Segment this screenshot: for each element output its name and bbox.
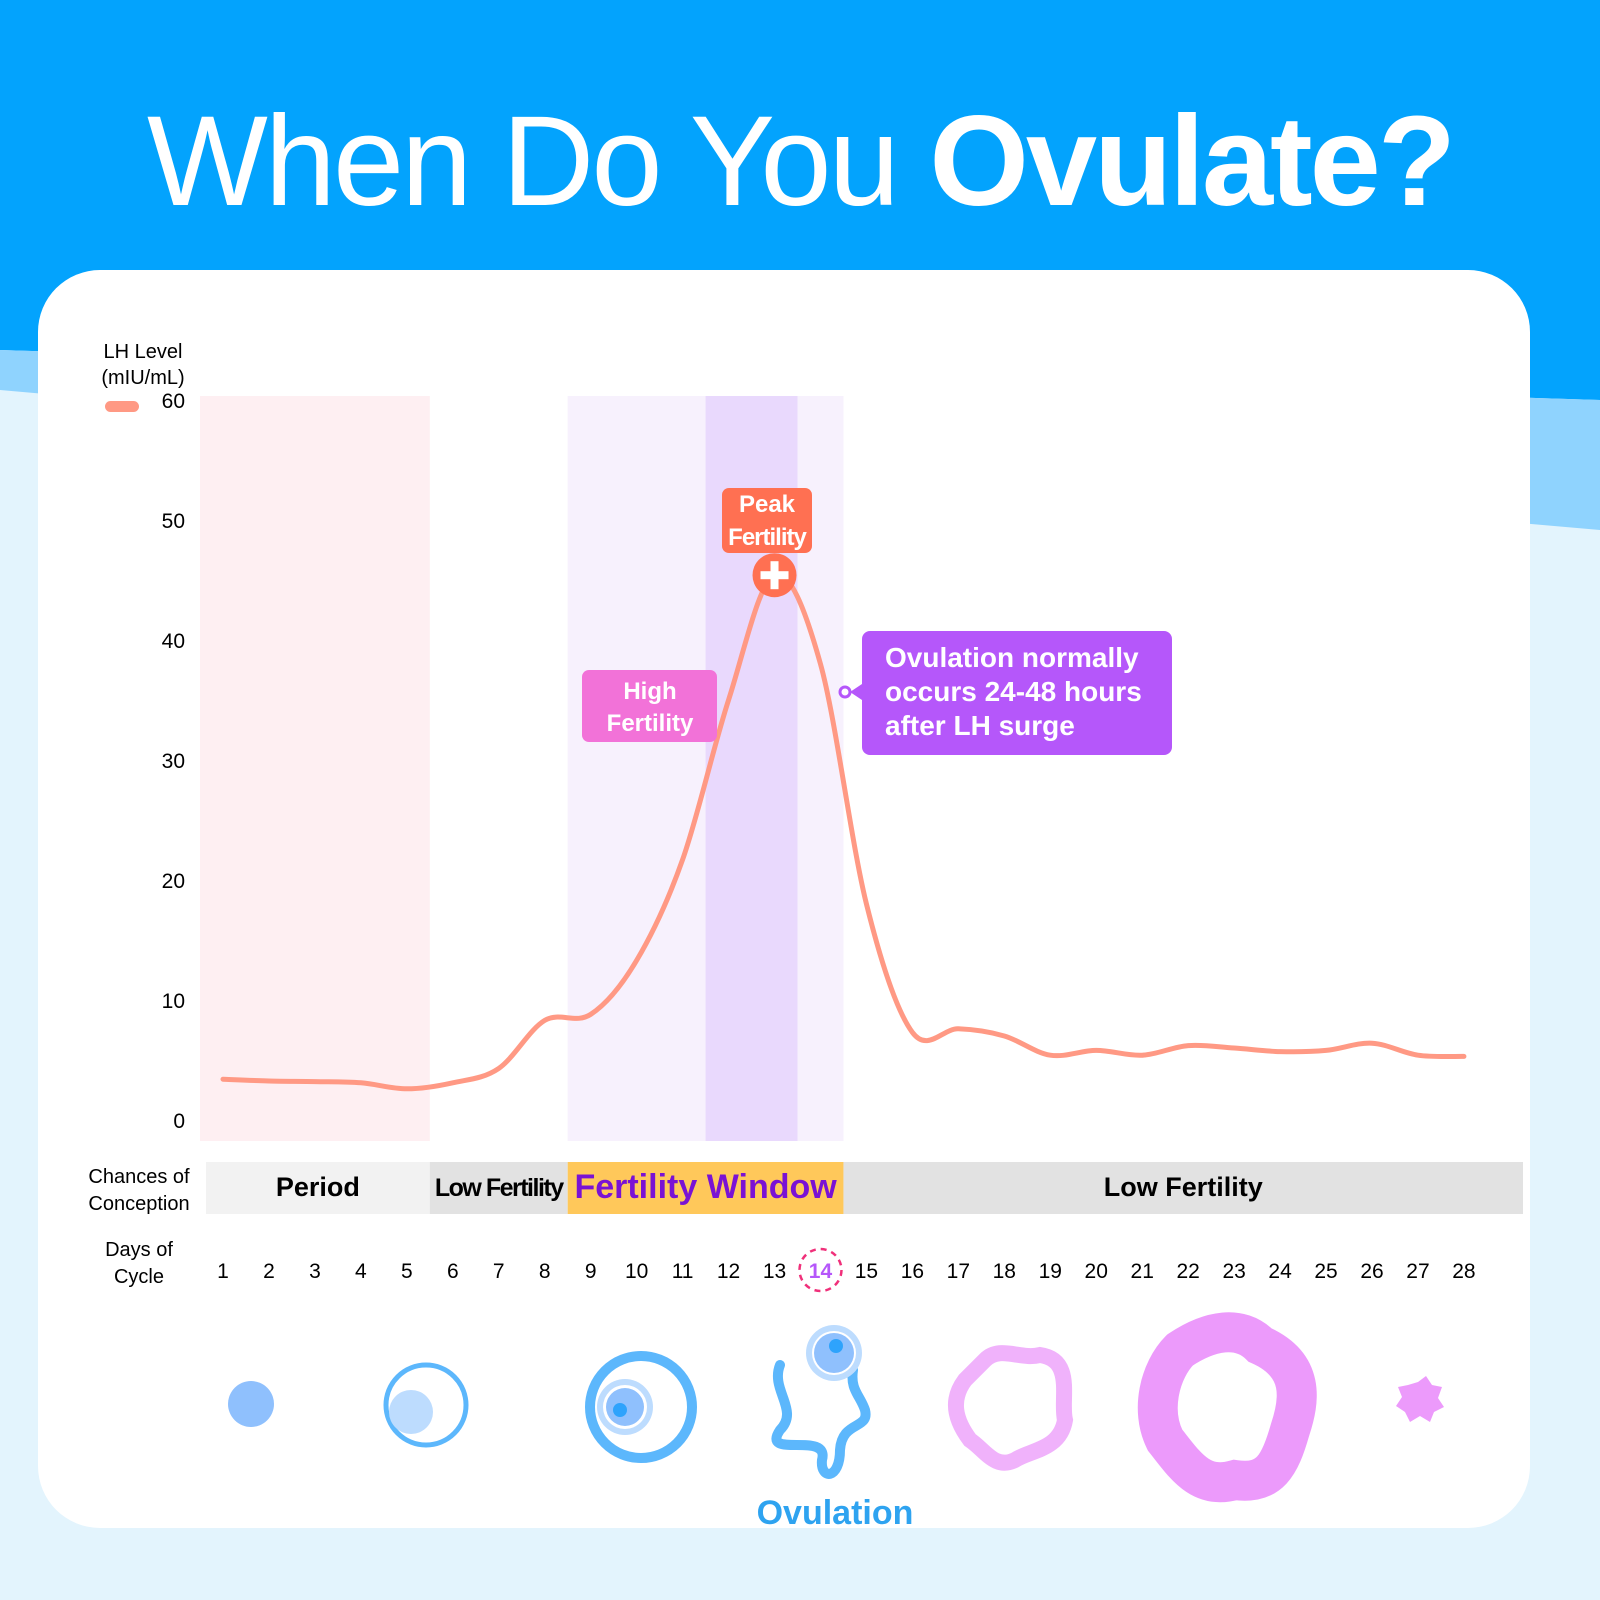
ovulation-note-callout: Ovulation normally occurs 24-48 hours af… bbox=[838, 631, 1172, 755]
x-tick-label: 27 bbox=[1406, 1260, 1429, 1283]
conception-label-1: Chances of bbox=[88, 1166, 190, 1188]
y-axis-label-1: LH Level bbox=[104, 341, 183, 363]
high-fertility-label: High Fertility bbox=[582, 670, 717, 742]
x-tick-label: 5 bbox=[401, 1260, 413, 1283]
y-tick-label: 30 bbox=[162, 750, 185, 773]
x-tick-label: 1 bbox=[217, 1260, 229, 1283]
phase-bar-2 bbox=[567, 1162, 844, 1214]
follicle-stages bbox=[228, 1312, 1444, 1503]
days-label-1: Days of bbox=[105, 1239, 173, 1261]
y-tick-label: 50 bbox=[162, 510, 185, 533]
x-tick-label: 13 bbox=[763, 1260, 786, 1283]
x-tick-label: 23 bbox=[1222, 1260, 1245, 1283]
mature-corpus-luteum-icon bbox=[1137, 1312, 1317, 1503]
y-axis-label-2: (mIU/mL) bbox=[101, 367, 184, 389]
corpus-albicans-icon bbox=[1396, 1376, 1444, 1422]
phase-label: Low Fertility bbox=[1104, 1172, 1263, 1202]
note-line: occurs 24-48 hours bbox=[885, 676, 1142, 707]
x-tick-label: 15 bbox=[855, 1260, 878, 1283]
x-tick-label: 19 bbox=[1039, 1260, 1062, 1283]
note-line: after LH surge bbox=[885, 710, 1075, 741]
phase-label: Low Fertility bbox=[435, 1174, 564, 1202]
x-tick-label: 25 bbox=[1314, 1260, 1337, 1283]
growing-follicle-icon bbox=[383, 1362, 469, 1448]
x-tick-label: 9 bbox=[585, 1260, 597, 1283]
x-tick-label: 12 bbox=[717, 1260, 740, 1283]
x-tick-label: 17 bbox=[947, 1260, 970, 1283]
x-tick-label: 3 bbox=[309, 1260, 321, 1283]
phase-label: Fertility Window bbox=[574, 1168, 837, 1206]
highlight-day-circle bbox=[798, 1247, 843, 1293]
y-tick-label: 0 bbox=[173, 1110, 185, 1133]
title-thin: When Do You bbox=[146, 90, 930, 233]
x-tick-label: 10 bbox=[625, 1260, 648, 1283]
x-tick-label: 24 bbox=[1268, 1260, 1292, 1283]
phase-bar-1 bbox=[429, 1162, 568, 1214]
high-label-line: Fertility bbox=[607, 710, 694, 737]
x-tick-label: 28 bbox=[1452, 1260, 1475, 1283]
x-tick-label: 16 bbox=[901, 1260, 924, 1283]
peak-label-line: Fertility bbox=[728, 524, 807, 551]
x-tick-label: 26 bbox=[1360, 1260, 1383, 1283]
x-tick-label: 7 bbox=[493, 1260, 505, 1283]
y-tick-label: 10 bbox=[162, 990, 185, 1013]
phase-bar-0 bbox=[206, 1162, 430, 1214]
period-band bbox=[200, 396, 430, 1141]
lh-series-line bbox=[220, 572, 1467, 1092]
phase-label: Period bbox=[276, 1172, 360, 1202]
phase-bar-3 bbox=[843, 1162, 1523, 1214]
y-tick-label: 20 bbox=[162, 870, 185, 893]
x-tick-label: 14 bbox=[809, 1260, 833, 1283]
x-tick-label: 4 bbox=[355, 1260, 367, 1283]
high-label-line: High bbox=[623, 678, 676, 705]
x-tick-label: 8 bbox=[539, 1260, 551, 1283]
legend-swatch bbox=[105, 401, 139, 412]
corpus-luteum-icon bbox=[947, 1345, 1074, 1471]
page-title: When Do You Ovulate? bbox=[0, 88, 1600, 235]
ovulation-label: Ovulation bbox=[757, 1494, 914, 1532]
y-tick-label: 40 bbox=[162, 630, 185, 653]
x-tick-label: 20 bbox=[1085, 1260, 1108, 1283]
x-tick-label: 18 bbox=[993, 1260, 1016, 1283]
title-bold: Ovulate? bbox=[929, 90, 1456, 233]
x-tick-label: 22 bbox=[1176, 1260, 1199, 1283]
peak-fertility-label: Peak Fertility bbox=[722, 488, 812, 553]
x-tick-label: 2 bbox=[263, 1260, 275, 1283]
dominant-follicle-icon bbox=[585, 1351, 697, 1463]
peak-label-line: Peak bbox=[739, 491, 796, 518]
days-label-2: Cycle bbox=[114, 1266, 164, 1288]
x-tick-label: 6 bbox=[447, 1260, 459, 1283]
x-tick-label: 21 bbox=[1131, 1260, 1154, 1283]
note-line: Ovulation normally bbox=[885, 642, 1139, 673]
conception-label-2: Conception bbox=[88, 1193, 189, 1215]
peak-plus-icon bbox=[752, 553, 797, 598]
early-follicle-icon bbox=[228, 1381, 274, 1427]
y-tick-label: 60 bbox=[162, 390, 185, 413]
ovulating-follicle-icon bbox=[771, 1325, 871, 1479]
x-tick-label: 11 bbox=[672, 1260, 694, 1283]
